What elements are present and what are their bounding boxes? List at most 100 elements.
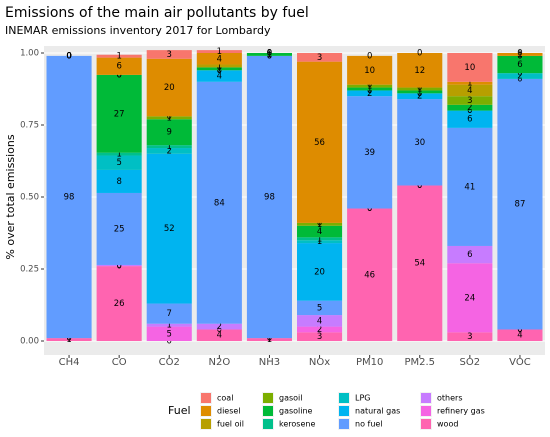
bar-segment (397, 90, 443, 94)
data-label: 4 (317, 316, 322, 326)
legend-label: others (437, 394, 462, 403)
data-label: 3 (167, 50, 172, 60)
data-label: 52 (164, 224, 175, 234)
data-label: 25 (114, 224, 125, 234)
legend-label: no fuel (355, 420, 383, 429)
legend-label: diesel (217, 407, 241, 416)
bar-segment (196, 81, 242, 324)
legend-label: LPG (355, 394, 370, 403)
data-label: 6 (116, 62, 121, 72)
data-label: 87 (515, 200, 526, 210)
data-label: 0 (116, 262, 121, 272)
data-label: 0 (217, 66, 222, 76)
data-label: 0 (267, 51, 272, 61)
data-label: 0 (66, 51, 71, 61)
data-label: 9 (167, 128, 172, 138)
data-label: 4 (517, 331, 522, 341)
bar-segment (497, 329, 543, 341)
data-label: 7 (167, 309, 172, 319)
data-label: 0 (267, 334, 272, 344)
bar-segment (196, 67, 242, 71)
data-label: 4 (217, 72, 222, 82)
data-label: 0 (116, 70, 121, 80)
data-label: 3 (317, 332, 322, 342)
data-label: 0 (367, 204, 372, 214)
bar-segment (146, 148, 192, 154)
bar-segment (397, 185, 443, 341)
data-label: 1 (116, 52, 121, 62)
bar-segment (447, 127, 493, 246)
data-label: 0 (417, 89, 422, 99)
bar-segment (297, 225, 343, 238)
data-label: 39 (364, 148, 375, 158)
data-label: 56 (314, 138, 325, 148)
data-label: 3 (467, 332, 472, 342)
legend-swatch (421, 419, 431, 429)
data-label: 1 (217, 61, 222, 71)
data-label: 0 (417, 89, 422, 99)
bar-segment (497, 73, 543, 79)
bar-segment (146, 119, 192, 146)
bar-segment (297, 315, 343, 327)
chart-title: Emissions of the main air pollutants by … (5, 5, 309, 21)
bar-segment (46, 338, 92, 341)
bar-segment (447, 263, 493, 333)
data-label: 1 (417, 85, 422, 95)
data-label: 98 (64, 193, 75, 203)
data-label: 54 (414, 259, 425, 269)
data-label: 0 (267, 49, 272, 59)
data-label: 0 (417, 181, 422, 191)
data-label: 84 (214, 198, 225, 208)
data-label: 0 (116, 70, 121, 80)
legend-label: natural gas (355, 407, 400, 416)
data-label: 1 (167, 142, 172, 152)
data-label: 6 (517, 60, 522, 70)
data-label: 5 (167, 329, 172, 339)
bar-segment (297, 300, 343, 316)
legend-swatch (421, 406, 431, 416)
x-tick-label: NOx (309, 357, 330, 368)
data-label: 0 (367, 80, 372, 90)
data-label: 27 (114, 109, 125, 119)
data-label: 0 (467, 106, 472, 116)
legend-swatch (201, 406, 211, 416)
bar-segment (146, 58, 192, 117)
data-label: 2 (517, 72, 522, 82)
data-label: 1 (217, 47, 222, 57)
bar-segment (447, 81, 493, 85)
data-label: 0 (267, 51, 272, 61)
bar-segment (397, 53, 443, 88)
bar-segment (297, 61, 343, 223)
data-label: 0 (267, 334, 272, 344)
bar-segment (347, 55, 393, 85)
bar-segment (246, 338, 292, 341)
bar-segment (347, 208, 393, 341)
x-tick-label: N2O (208, 357, 230, 368)
bar-segment (297, 332, 343, 341)
data-label: 1 (116, 150, 121, 160)
bar-segment (96, 57, 142, 75)
data-label: 2 (317, 325, 322, 335)
data-label: 0 (66, 334, 71, 344)
bar-segment (146, 153, 192, 304)
legend-label: kerosene (279, 420, 315, 429)
data-label: 41 (464, 182, 475, 192)
bar-segment (246, 53, 292, 56)
data-label: 10 (464, 63, 475, 73)
legend-label: wood (437, 420, 458, 429)
data-label: 0 (66, 51, 71, 61)
data-label: 1 (417, 87, 422, 97)
data-label: 0 (66, 51, 71, 61)
bar-segment (96, 74, 142, 153)
bar-segment (447, 332, 493, 341)
data-label: 6 (467, 115, 472, 125)
data-label: 0 (267, 49, 272, 59)
bar-segment (96, 169, 142, 193)
data-label: 0 (367, 86, 372, 96)
bar-segment (447, 96, 493, 105)
legend-swatch (201, 419, 211, 429)
data-label: 0 (167, 112, 172, 122)
legend-swatch (339, 406, 349, 416)
legend-label: fuel oil (217, 420, 244, 429)
data-label: 0 (417, 83, 422, 93)
